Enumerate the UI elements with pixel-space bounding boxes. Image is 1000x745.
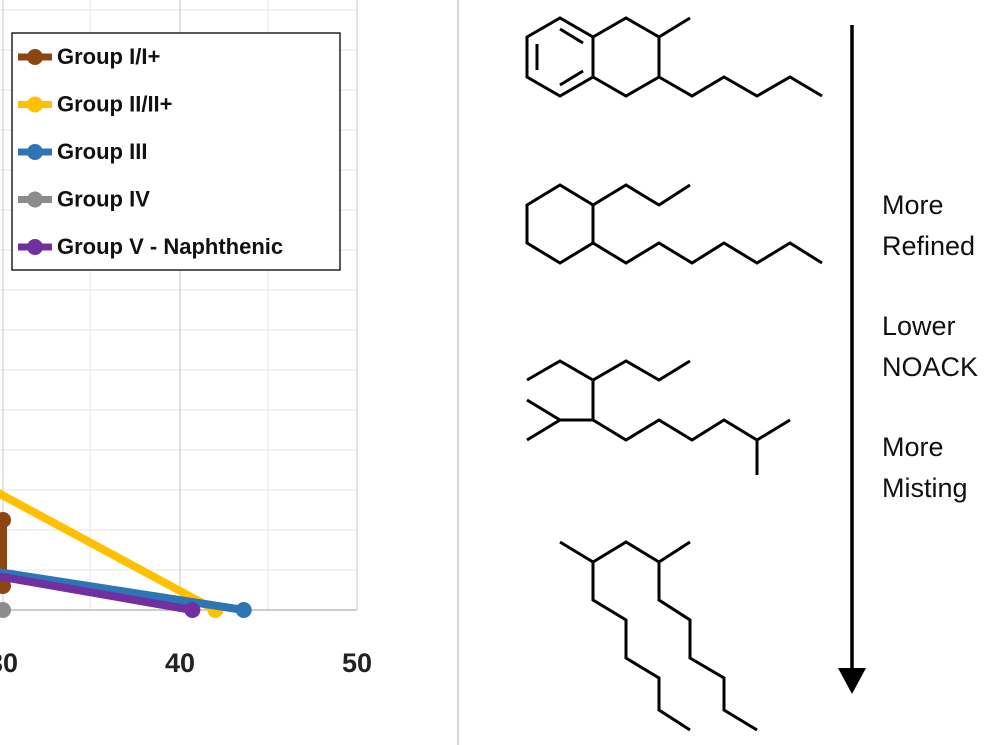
annotation: Lower: [882, 311, 956, 341]
series-line: [0, 572, 194, 614]
legend-marker: [27, 239, 43, 255]
legend-marker: [27, 144, 43, 160]
data-point: [235, 602, 252, 618]
x-tick-label: 50: [342, 648, 372, 678]
data-point: [184, 602, 201, 618]
arrow-head: [838, 668, 866, 694]
legend-marker: [27, 191, 43, 208]
legend-label: Group IV: [57, 186, 150, 211]
legend-marker: [27, 49, 43, 65]
plot: [0, 489, 252, 618]
molecules: [525, 16, 823, 732]
legend-marker: [27, 96, 43, 113]
legend-label: Group II/II+: [57, 91, 173, 116]
legend-label: Group V - Naphthenic: [57, 234, 283, 259]
annotation: More: [882, 432, 944, 462]
series-line: [0, 568, 245, 614]
annotation: More: [882, 190, 944, 220]
annotation: NOACK: [882, 352, 978, 382]
annotation: Refined: [882, 231, 975, 261]
series-line: [0, 489, 218, 614]
x-tick-label: 30: [0, 648, 18, 678]
legend: [11, 32, 341, 271]
legend-label: Group III: [57, 139, 147, 164]
x-tick-label: 40: [165, 648, 195, 678]
data-point: [0, 512, 11, 528]
legend-label: Group I/I+: [57, 44, 160, 69]
data-point: [0, 602, 11, 618]
annotation: Misting: [882, 473, 968, 503]
